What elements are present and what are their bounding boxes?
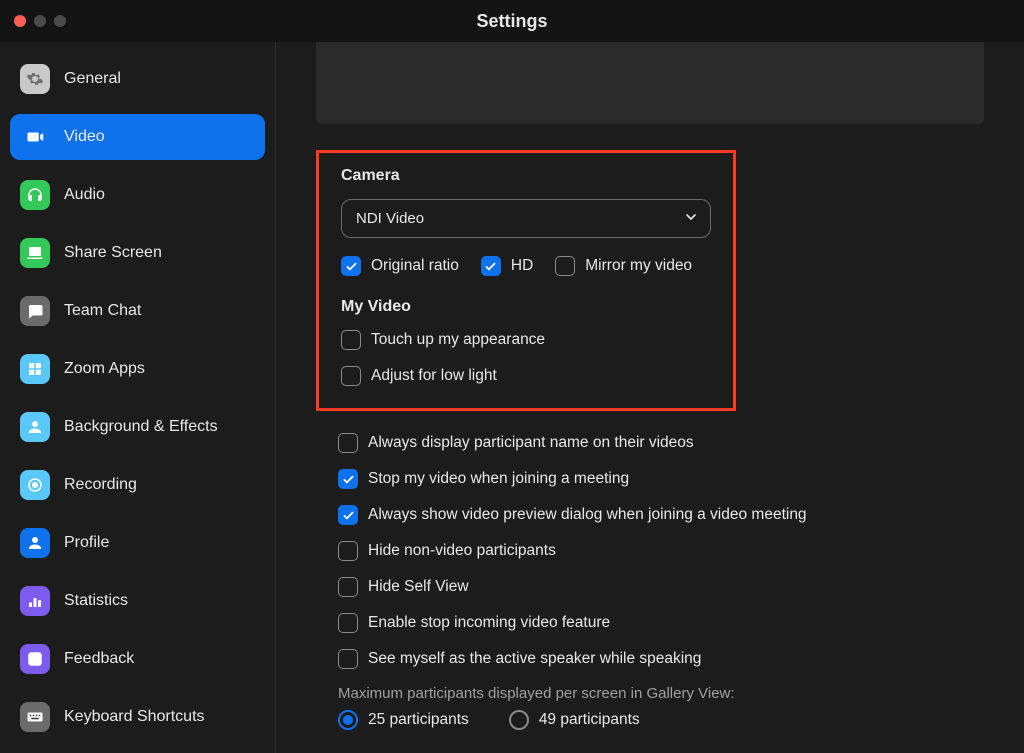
preview-dialog-option[interactable]: Always show video preview dialog when jo… — [338, 505, 962, 525]
camera-select[interactable]: NDI Video — [341, 199, 711, 238]
gallery-49-option[interactable]: 49 participants — [509, 710, 640, 730]
stop-video-join-option[interactable]: Stop my video when joining a meeting — [338, 469, 962, 489]
low-light-label: Adjust for low light — [371, 367, 497, 385]
sidebar-item-team-chat[interactable]: Team Chat — [10, 288, 265, 334]
sidebar-item-feedback[interactable]: Feedback — [10, 636, 265, 682]
settings-sidebar: General Video Audio Share Screen Team Chat Zo… — [0, 42, 276, 753]
low-light-checkbox[interactable] — [341, 366, 361, 386]
sidebar-item-label: General — [64, 70, 121, 88]
smile-icon — [20, 644, 50, 674]
hide-non-video-checkbox[interactable] — [338, 541, 358, 561]
original-ratio-label: Original ratio — [371, 257, 459, 275]
hd-checkbox[interactable] — [481, 256, 501, 276]
close-window-button[interactable] — [14, 15, 26, 27]
sidebar-item-share-screen[interactable]: Share Screen — [10, 230, 265, 276]
mirror-label: Mirror my video — [585, 257, 692, 275]
hide-self-option[interactable]: Hide Self View — [338, 577, 962, 597]
original-ratio-checkbox[interactable] — [341, 256, 361, 276]
stop-incoming-checkbox[interactable] — [338, 613, 358, 633]
share-icon — [20, 238, 50, 268]
person-icon — [20, 412, 50, 442]
stop-incoming-label: Enable stop incoming video feature — [368, 614, 610, 632]
stop-video-join-label: Stop my video when joining a meeting — [368, 470, 629, 488]
highlighted-camera-section: Camera NDI Video Original ratio HD — [316, 150, 736, 411]
sidebar-item-label: Zoom Apps — [64, 360, 145, 378]
hide-self-label: Hide Self View — [368, 578, 469, 596]
touch-up-label: Touch up my appearance — [371, 331, 545, 349]
sidebar-item-label: Share Screen — [64, 244, 162, 262]
camera-heading: Camera — [341, 167, 711, 185]
my-video-heading: My Video — [341, 298, 711, 316]
sidebar-item-recording[interactable]: Recording — [10, 462, 265, 508]
hd-option[interactable]: HD — [481, 256, 533, 276]
display-name-checkbox[interactable] — [338, 433, 358, 453]
sidebar-item-general[interactable]: General — [10, 56, 265, 102]
titlebar: Settings — [0, 0, 1024, 42]
gear-icon — [20, 64, 50, 94]
sidebar-item-label: Recording — [64, 476, 137, 494]
camera-preview — [316, 42, 984, 124]
record-icon — [20, 470, 50, 500]
hide-non-video-option[interactable]: Hide non-video participants — [338, 541, 962, 561]
sidebar-item-statistics[interactable]: Statistics — [10, 578, 265, 624]
profile-icon — [20, 528, 50, 558]
see-self-active-label: See myself as the active speaker while s… — [368, 650, 701, 668]
see-self-active-option[interactable]: See myself as the active speaker while s… — [338, 649, 962, 669]
sidebar-item-label: Background & Effects — [64, 418, 218, 436]
hide-self-checkbox[interactable] — [338, 577, 358, 597]
traffic-lights — [14, 15, 66, 27]
original-ratio-option[interactable]: Original ratio — [341, 256, 459, 276]
minimize-window-button[interactable] — [34, 15, 46, 27]
sidebar-item-label: Feedback — [64, 650, 134, 668]
hide-non-video-label: Hide non-video participants — [368, 542, 556, 560]
gallery-25-option[interactable]: 25 participants — [338, 710, 469, 730]
display-name-label: Always display participant name on their… — [368, 434, 694, 452]
see-self-active-checkbox[interactable] — [338, 649, 358, 669]
gallery-49-radio[interactable] — [509, 710, 529, 730]
sidebar-item-label: Profile — [64, 534, 109, 552]
stop-incoming-option[interactable]: Enable stop incoming video feature — [338, 613, 962, 633]
touch-up-option[interactable]: Touch up my appearance — [341, 330, 711, 350]
mirror-option[interactable]: Mirror my video — [555, 256, 692, 276]
sidebar-item-label: Video — [64, 128, 105, 146]
sidebar-item-video[interactable]: Video — [10, 114, 265, 160]
preview-dialog-checkbox[interactable] — [338, 505, 358, 525]
display-name-option[interactable]: Always display participant name on their… — [338, 433, 962, 453]
keyboard-icon — [20, 702, 50, 732]
gallery-49-label: 49 participants — [539, 711, 640, 729]
fullscreen-window-button[interactable] — [54, 15, 66, 27]
gallery-25-label: 25 participants — [368, 711, 469, 729]
settings-panel-video: Camera NDI Video Original ratio HD — [276, 42, 1024, 753]
gallery-view-label: Maximum participants displayed per scree… — [338, 685, 962, 702]
sidebar-item-background-effects[interactable]: Background & Effects — [10, 404, 265, 450]
sidebar-item-zoom-apps[interactable]: Zoom Apps — [10, 346, 265, 392]
sidebar-item-label: Team Chat — [64, 302, 141, 320]
touch-up-checkbox[interactable] — [341, 330, 361, 350]
sidebar-item-audio[interactable]: Audio — [10, 172, 265, 218]
chat-icon — [20, 296, 50, 326]
headphones-icon — [20, 180, 50, 210]
window-title: Settings — [0, 11, 1024, 32]
mirror-checkbox[interactable] — [555, 256, 575, 276]
low-light-option[interactable]: Adjust for low light — [341, 366, 711, 386]
sidebar-item-keyboard-shortcuts[interactable]: Keyboard Shortcuts — [10, 694, 265, 740]
hd-label: HD — [511, 257, 533, 275]
apps-icon — [20, 354, 50, 384]
sidebar-item-label: Keyboard Shortcuts — [64, 708, 205, 726]
video-icon — [20, 122, 50, 152]
stats-icon — [20, 586, 50, 616]
sidebar-item-label: Audio — [64, 186, 105, 204]
gallery-25-radio[interactable] — [338, 710, 358, 730]
sidebar-item-profile[interactable]: Profile — [10, 520, 265, 566]
preview-dialog-label: Always show video preview dialog when jo… — [368, 506, 807, 524]
stop-video-join-checkbox[interactable] — [338, 469, 358, 489]
sidebar-item-label: Statistics — [64, 592, 128, 610]
